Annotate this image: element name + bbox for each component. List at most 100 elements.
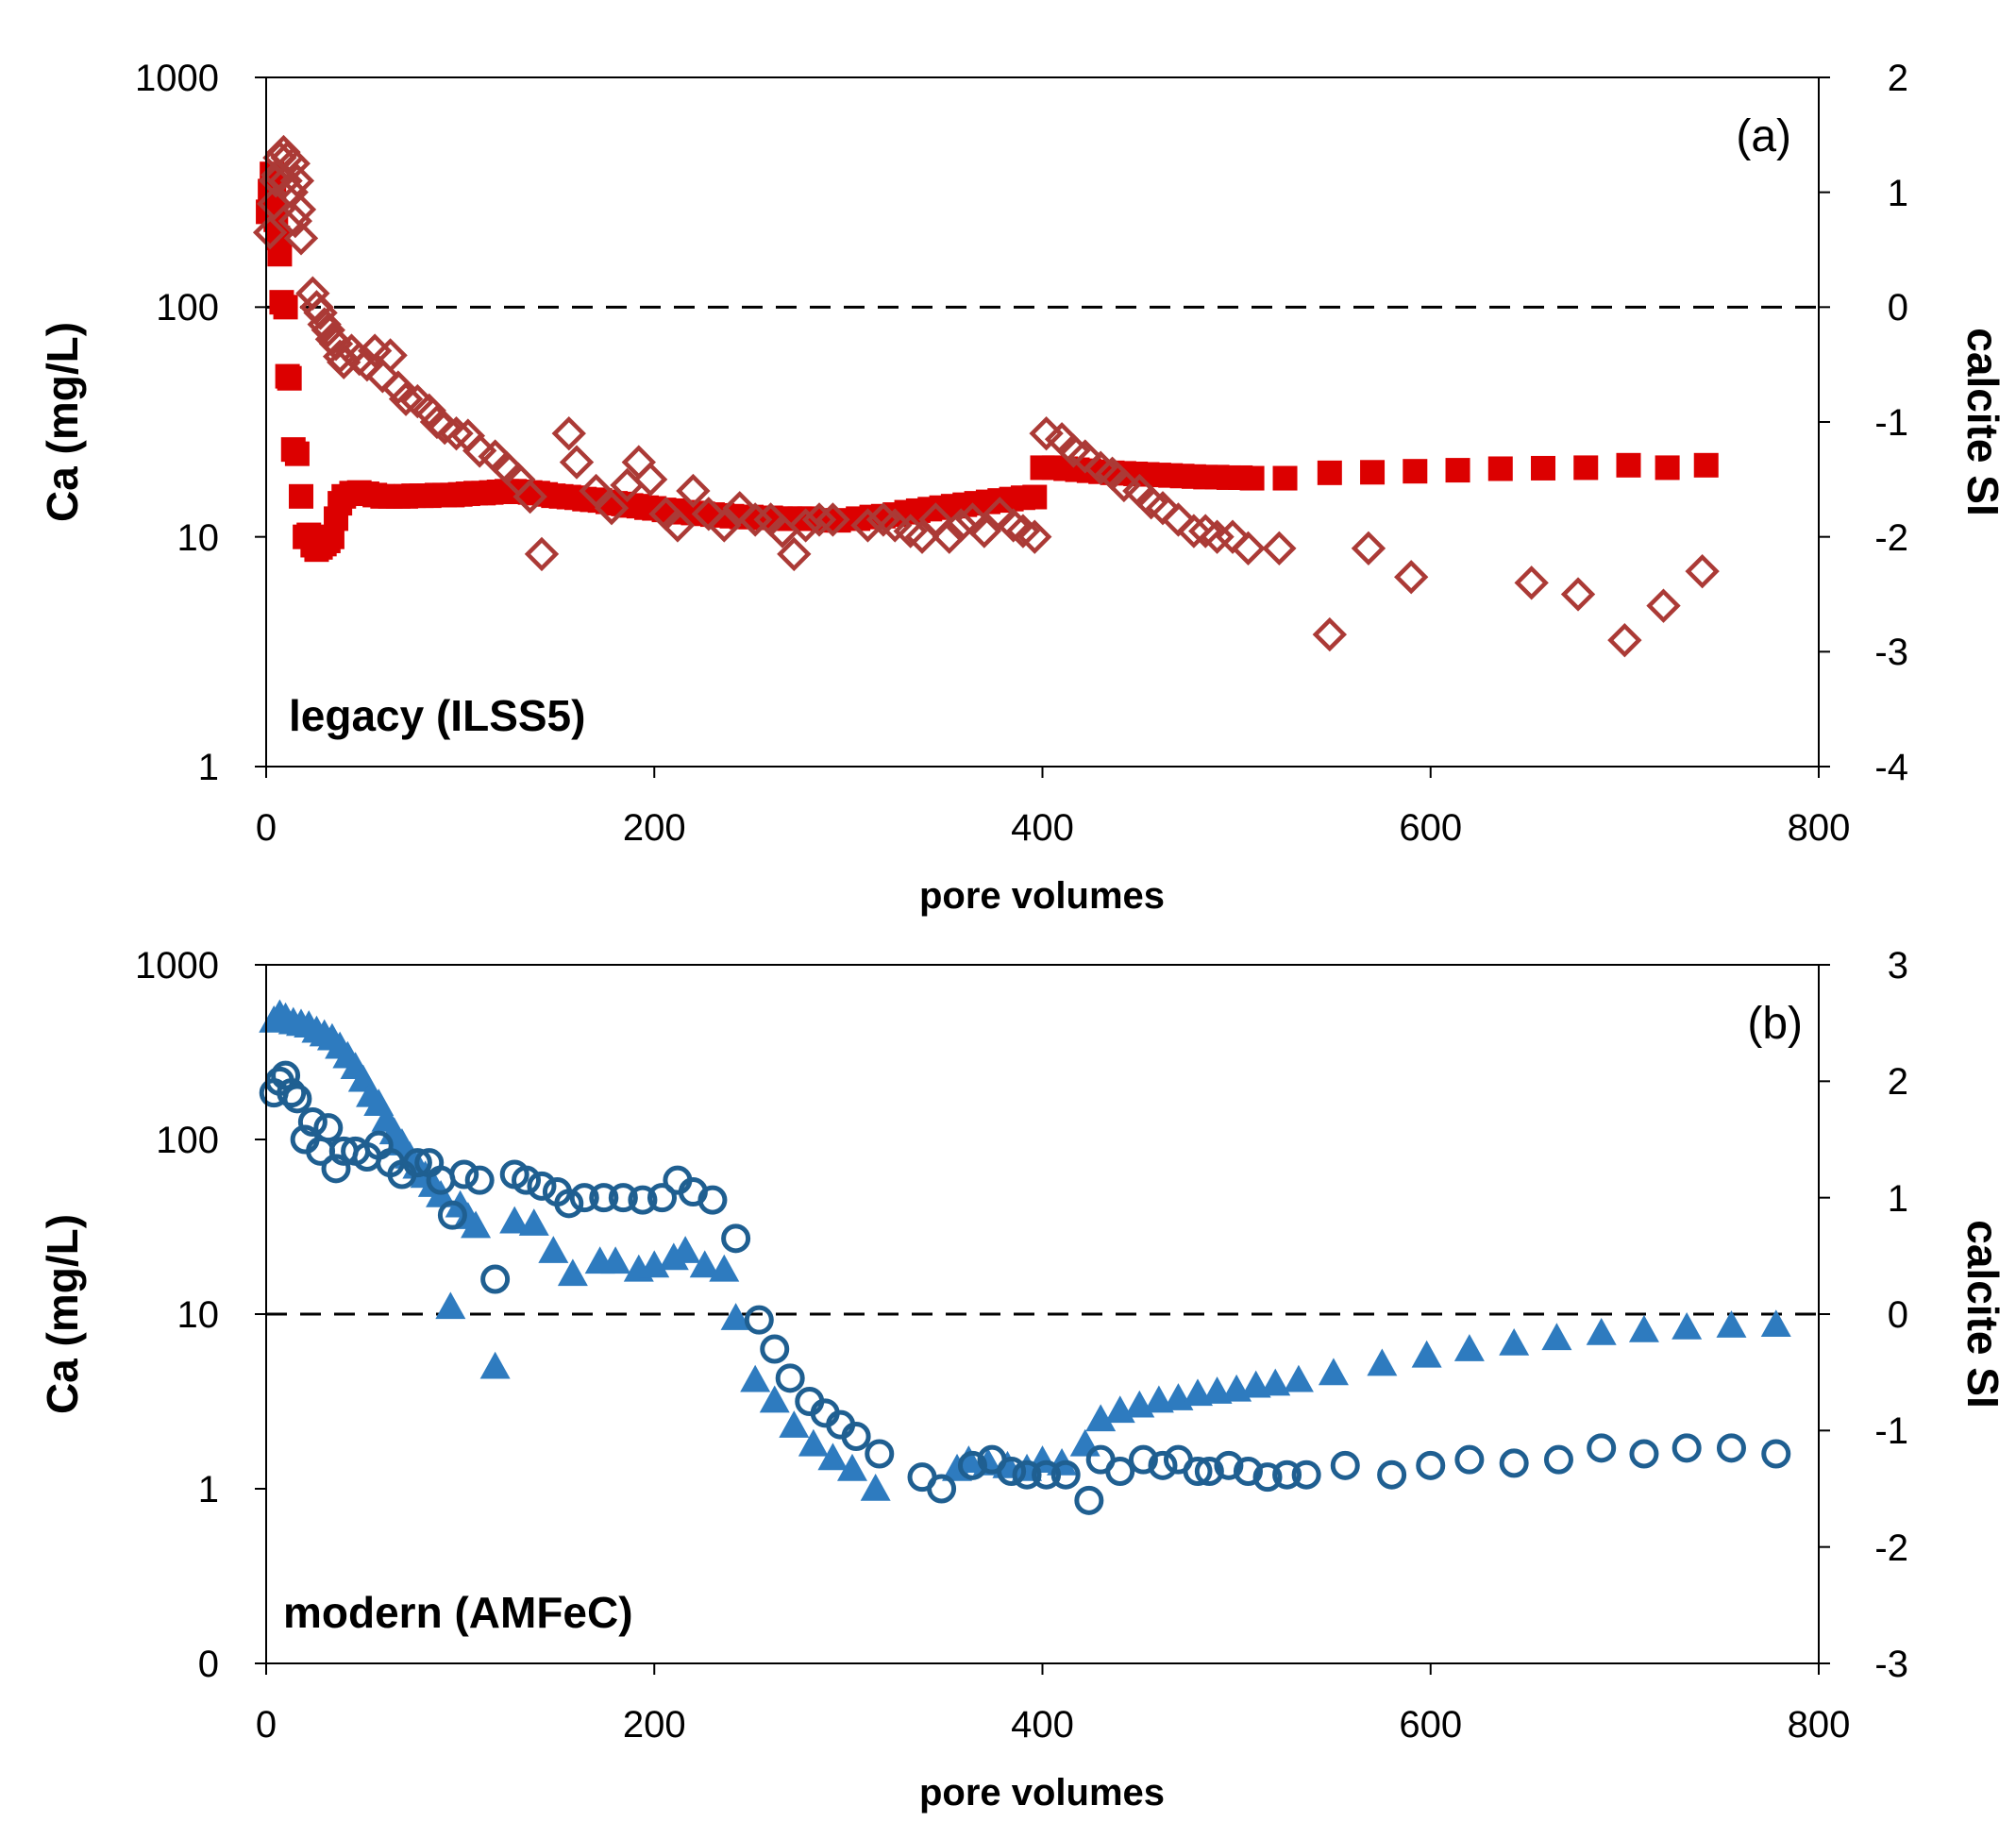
si-data-point: [1672, 1433, 1702, 1463]
y2-tick-label: 2: [1888, 58, 1908, 99]
si-data-point: [1499, 1448, 1529, 1478]
si-data-point: [373, 338, 408, 373]
ca-data-point: [860, 1474, 891, 1501]
ca-data-point: [817, 1443, 848, 1471]
ca-data-point: [284, 441, 310, 466]
y-tick-labels-a: 1 10 100 1000: [135, 58, 219, 788]
si-data-point: [1629, 1439, 1659, 1469]
x-tick-label: 200: [623, 807, 686, 849]
ca-data-point: [461, 1210, 492, 1239]
si-data-point: [1262, 531, 1297, 566]
si-data-point: [282, 1084, 312, 1114]
ca-data-point: [639, 1250, 670, 1278]
y-tick-label: 10: [177, 517, 220, 559]
x-tick-labels-a: 0 200 400 600 800: [256, 807, 1851, 849]
si-data-point: [1514, 565, 1549, 600]
ca-data-point: [277, 365, 302, 391]
si-data-point: [1560, 577, 1596, 612]
x-tick-label: 400: [1011, 807, 1074, 849]
ca-data-point: [1360, 460, 1386, 485]
si-data-point: [927, 1474, 957, 1504]
y-tick-label: 1000: [135, 58, 219, 99]
si-data-point: [524, 536, 560, 572]
si-data-point: [932, 519, 966, 554]
ca-data-point: [1272, 465, 1298, 491]
si-data-point: [569, 1183, 599, 1213]
panel-label-a: (a): [1736, 111, 1791, 161]
si-data-point: [722, 491, 757, 526]
si-data-point: [1351, 531, 1386, 566]
si-data-point: [480, 1264, 511, 1294]
si-data-point: [997, 1457, 1027, 1486]
si-data-point: [1214, 1450, 1244, 1480]
x-tick-label: 600: [1399, 807, 1462, 849]
ca-data-point: [1693, 452, 1719, 478]
si-data-point: [815, 502, 850, 537]
y2-tick-label: 1: [1888, 173, 1908, 214]
ca-data-point: [779, 1410, 810, 1438]
ca-data-point: [1716, 1310, 1747, 1338]
ca-data-point: [1022, 484, 1048, 510]
si-data-point: [691, 497, 727, 531]
ca-data-point: [1541, 1323, 1572, 1351]
si-data-point: [647, 1183, 677, 1213]
series-label-modern: modern (AMFeC): [283, 1588, 633, 1637]
y-tick-labels-b: 0 1 10 100 1000: [135, 945, 219, 1685]
si-data-point: [274, 175, 309, 210]
si-data-point: [321, 1154, 351, 1184]
si-data-point: [1050, 1459, 1081, 1490]
si-data-point: [559, 445, 595, 480]
y-tick-label: 1000: [135, 945, 219, 987]
ca-data-point: [740, 1364, 771, 1392]
si-data-point: [697, 1185, 728, 1215]
si-data-point: [579, 473, 613, 509]
si-data-point: [1145, 491, 1181, 526]
y-axis-label-a: Ca (mg/L): [38, 322, 87, 522]
ca-data-point: [1531, 455, 1556, 481]
ca-data-point: [557, 1258, 588, 1287]
si-data-point: [760, 1334, 790, 1364]
y2-tick-label: 0: [1888, 287, 1908, 329]
ca-data-point: [1239, 465, 1265, 491]
si-data-point: [1272, 1459, 1302, 1490]
si-data-point: [512, 479, 547, 515]
si-data-point: [841, 1422, 871, 1451]
x-tick-labels-b: 0 200 400 600 800: [256, 1704, 1851, 1746]
ca-data-point: [1069, 1428, 1100, 1457]
ca-data-point: [1628, 1314, 1659, 1342]
si-data-point: [1543, 1444, 1573, 1475]
si-data-point: [1032, 1459, 1062, 1490]
ca-data-point: [1318, 1358, 1349, 1386]
x-tick-label: 0: [256, 1704, 277, 1746]
si-data-point: [303, 295, 338, 330]
y-tick-label: 10: [177, 1294, 220, 1336]
si-data-point: [449, 1159, 479, 1189]
x-tick-label: 0: [256, 807, 277, 849]
si-data-point: [608, 1183, 638, 1213]
panel-label-b: (b): [1747, 999, 1803, 1049]
si-data-point: [850, 508, 885, 543]
x-tick-label: 800: [1788, 807, 1851, 849]
si-data-point: [327, 345, 361, 380]
si-data-point: [1194, 1457, 1224, 1486]
si-data-point: [1252, 1462, 1283, 1493]
ca-data-point: [1445, 458, 1470, 483]
ca-data-point: [435, 1291, 466, 1320]
panel-b: 0 200 400 600 800 0 1 10 100 1000 -3 -2 …: [38, 945, 2008, 1814]
ca-data-point: [798, 1428, 829, 1457]
si-data-point: [1161, 502, 1196, 537]
si-data-point: [439, 415, 474, 451]
si-data-point: [1646, 588, 1681, 623]
si-data-point: [721, 1223, 751, 1254]
si-data-point: [1416, 1450, 1446, 1480]
ca-data-point: [1573, 455, 1599, 481]
si-data-point: [744, 1305, 774, 1335]
ca-data-point: [1403, 459, 1428, 484]
ca-data-point: [709, 1254, 740, 1282]
si-data-point: [676, 473, 711, 509]
x-tick-label: 600: [1399, 1704, 1462, 1746]
ca-data-point: [1453, 1334, 1485, 1361]
si-data-point: [1607, 622, 1642, 658]
si-data-point: [594, 491, 630, 526]
